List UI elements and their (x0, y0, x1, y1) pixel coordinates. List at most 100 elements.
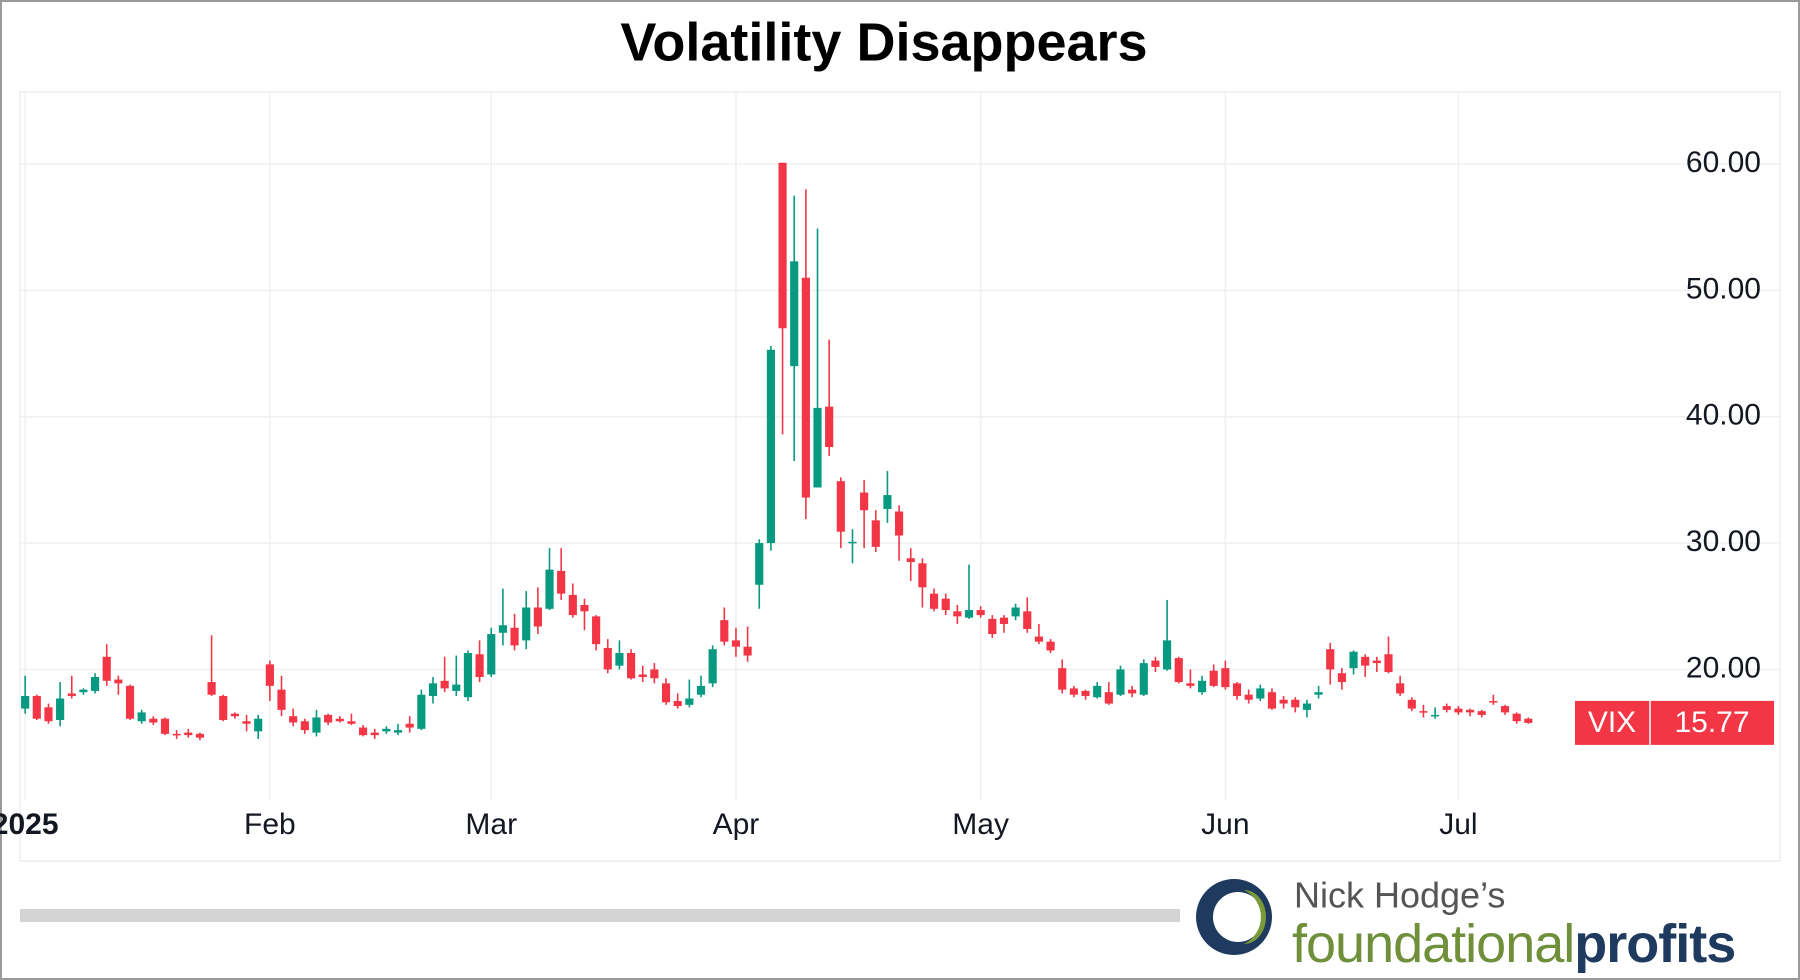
candle-body (172, 733, 181, 736)
candle-body (1349, 651, 1358, 669)
candle-body (696, 685, 706, 695)
candle-body (393, 730, 403, 733)
candle-body (300, 721, 309, 731)
candle-body (347, 721, 356, 724)
candle-body (335, 718, 344, 722)
candle-body (1524, 718, 1533, 723)
x-tick-label: Jun (1201, 808, 1249, 841)
y-tick-label: 20.00 (1686, 651, 1761, 684)
candle-body (720, 620, 729, 642)
candle-body (1337, 673, 1346, 683)
candle-body (883, 495, 892, 509)
candle-body (673, 701, 682, 707)
candle-body (1291, 699, 1300, 708)
candle-body (1256, 688, 1265, 699)
candle-body (1512, 713, 1521, 722)
candle-body (848, 541, 857, 544)
axes: 20.00 30.00 40.00 50.00 60.00 2025 Feb Mar Apr Ma… (0, 146, 1774, 841)
candle-body (1209, 670, 1218, 686)
candle-body (195, 733, 205, 738)
candle-body (32, 695, 41, 719)
candle-body (976, 610, 985, 616)
x-tick-label: Mar (465, 808, 517, 841)
candle-body (1326, 649, 1335, 670)
x-tick-label: May (952, 808, 1009, 841)
candle-body (1396, 683, 1405, 694)
candle-body (1384, 654, 1393, 672)
candle-body (1314, 692, 1323, 695)
candle-body (1465, 709, 1475, 713)
candle-body (149, 718, 158, 723)
candle-body (184, 732, 193, 736)
candle-body (755, 543, 764, 585)
scrollbar[interactable] (20, 909, 1180, 922)
candle-body (825, 406, 834, 448)
candle-body (906, 558, 915, 563)
candle-body (1034, 636, 1043, 642)
y-tick-label: 30.00 (1686, 525, 1761, 558)
candle-body (1069, 688, 1078, 695)
candle-body (230, 713, 239, 717)
candle-body (953, 611, 962, 617)
logo: Nick Hodge’s foundationalprofits (1196, 875, 1736, 974)
candle-body (860, 492, 869, 511)
candle-body (312, 717, 321, 733)
candle-body (988, 618, 997, 635)
candle-body (382, 728, 391, 732)
candle-body (615, 653, 624, 666)
candle-body (289, 716, 298, 723)
candle-body (533, 607, 542, 627)
candle-body (1221, 668, 1230, 688)
candle-body (603, 647, 612, 670)
candle-body (125, 685, 135, 719)
candle-body (1104, 692, 1113, 704)
candle-body (627, 653, 636, 679)
candle-body (778, 162, 787, 329)
candle-body (1279, 699, 1288, 704)
candle-body (358, 727, 368, 736)
candle-body (1023, 611, 1032, 630)
candle-body (743, 646, 752, 656)
x-tick-label: 2025 (0, 808, 59, 841)
logo-word1: foundational (1292, 914, 1574, 974)
candle-body (1174, 658, 1183, 683)
candle-body (766, 349, 775, 544)
candle-body (1058, 668, 1067, 690)
candle-body (417, 694, 426, 729)
candle-body (580, 604, 589, 612)
logo-arc (1244, 890, 1266, 944)
candle-body (929, 593, 939, 609)
candle-body (1128, 689, 1137, 694)
candle-body (56, 698, 65, 720)
candle-body (545, 569, 554, 609)
candle-body (1139, 663, 1148, 695)
candle-body (137, 712, 146, 722)
logo-word2: profits (1574, 914, 1735, 974)
candle-body (1232, 683, 1242, 696)
candle-body (999, 617, 1009, 624)
y-tick-label: 50.00 (1686, 272, 1761, 305)
candle-body (67, 693, 76, 696)
candle-body (638, 674, 647, 678)
candle-body (1267, 692, 1277, 709)
candle-body (790, 261, 799, 367)
candle-body (731, 640, 741, 647)
candle-body (114, 679, 123, 684)
candle-body (1186, 683, 1195, 686)
candle-body (1454, 708, 1463, 713)
candle-body (557, 570, 566, 594)
candle-body (370, 732, 379, 736)
candle-body (895, 511, 904, 536)
candle-body (708, 649, 717, 684)
candle-body (1151, 660, 1160, 667)
candle-body (1419, 711, 1428, 713)
candle-body (1197, 680, 1207, 693)
candle-body (277, 689, 286, 710)
candle-body (1431, 714, 1440, 717)
candle-body (836, 481, 845, 532)
candle-body (254, 718, 263, 732)
candle-body (661, 683, 671, 703)
candle-body (1093, 685, 1102, 698)
